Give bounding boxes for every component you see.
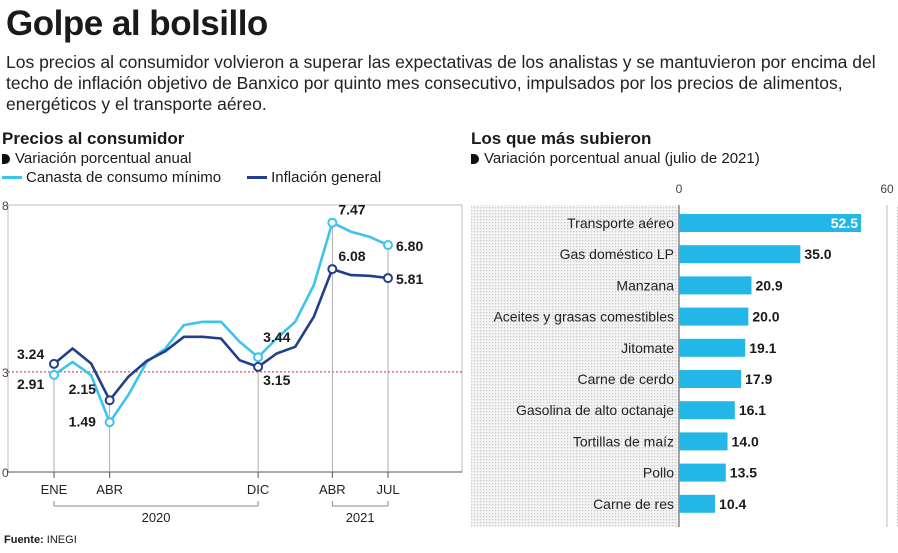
data-point-marker [383,240,393,251]
bar-value-label: 20.9 [755,277,782,293]
series-line-general [53,267,389,402]
data-point-marker [383,273,393,284]
x-tick-label: ENE [41,482,68,497]
data-point-marker [104,417,115,428]
data-point-marker [253,361,264,372]
data-label: 2.91 [17,376,44,392]
source-value: INEGI [46,534,77,546]
bullet-marker-icon [2,153,10,164]
bar-x-tick-label: 60 [880,182,894,196]
bar-category-label: Carne de cerdo [577,371,674,387]
bar-category-label: Gasolina de alto octanaje [516,402,674,418]
bar-value-label: 10.4 [719,496,746,512]
y-tick-label: 0 [2,466,9,480]
legend-label-general: Inflación general [271,169,382,186]
bar [679,245,801,264]
data-label: 5.81 [396,271,423,287]
x-tick-label: DIC [247,482,269,497]
source-label: Fuente: [4,534,44,546]
data-label: 1.49 [69,413,96,429]
x-tick-label: ABR [96,482,123,497]
bar-category-label: Jitomate [621,340,674,356]
right-chart-title: Los que más subieron [471,129,652,148]
data-point-marker [49,358,59,369]
bar [679,214,861,232]
legend-label-canasta: Canasta de consumo mínimo [26,169,222,186]
bar [679,432,728,451]
bullet-marker-icon [471,153,479,164]
page-subtitle: Los precios al consumidor volvieron a su… [6,52,876,114]
data-label: 7.47 [338,202,365,218]
source-note: Fuente: INEGI [4,534,77,546]
bar-value-label: 20.0 [752,309,779,325]
left-chart-title: Precios al consumidor [2,129,185,148]
bar-category-label: Transporte aéreo [567,215,674,231]
data-point-marker [104,395,115,406]
data-point-marker [253,352,264,363]
bar-x-tick-label: 0 [676,182,683,196]
data-point-marker [327,264,338,275]
data-label: 3.44 [263,329,290,345]
bar [679,401,735,420]
year-label: 2020 [142,510,171,525]
bar-value-label: 17.9 [745,371,772,387]
data-label: 2.15 [69,381,96,397]
data-label: 3.15 [263,372,290,388]
bar [679,276,752,295]
legend-item-general: Inflación general [247,169,381,186]
bar [679,338,746,357]
data-point-marker [327,217,338,228]
y-tick-label: 8 [2,199,9,213]
legend-swatch-canasta [2,176,22,179]
bar-value-label: 14.0 [732,433,759,449]
data-point-marker [49,369,59,380]
page-title: Golpe al bolsillo [6,4,268,43]
right-chart-subtitle-text: Variación porcentual anual (julio de 202… [484,150,760,167]
bar [679,307,749,326]
bar-category-label: Carne de res [593,496,674,512]
legend: Canasta de consumo mínimo Inflación gene… [2,169,407,186]
data-label: 6.80 [396,238,423,254]
bar-category-label: Gas doméstico LP [560,246,674,262]
bar-category-label: Aceites y grasas comestibles [493,309,674,325]
right-chart-subtitle: Variación porcentual anual (julio de 202… [471,150,760,167]
bar-value-label: 16.1 [739,402,766,418]
left-chart-subtitle-text: Variación porcentual anual [15,150,192,167]
legend-item-canasta: Canasta de consumo mínimo [2,169,221,186]
bar [679,370,742,388]
x-tick-label: JUL [376,482,399,497]
bar [679,463,726,482]
bar-value-label: 52.5 [831,215,858,231]
bar-value-label: 19.1 [749,340,776,356]
year-label: 2021 [346,510,375,525]
bar-category-label: Manzana [616,277,674,293]
x-tick-label: ABR [319,482,346,497]
bar-value-label: 35.0 [804,246,831,262]
legend-swatch-general [247,176,268,179]
bar [679,494,716,513]
left-chart-subtitle: Variación porcentual anual [2,150,192,167]
bar-value-label: 13.5 [730,465,757,481]
bar-category-label: Tortillas de maíz [573,433,674,449]
data-label: 3.24 [17,346,44,362]
data-label: 6.08 [338,248,365,264]
y-tick-label: 3 [2,366,9,380]
bar-category-label: Pollo [643,465,674,481]
